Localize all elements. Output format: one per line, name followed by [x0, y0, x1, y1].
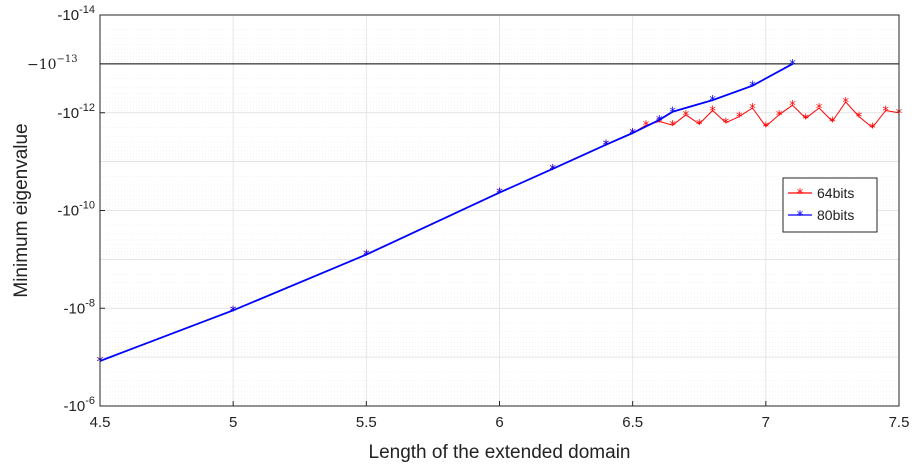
data-point-64bits: *	[882, 105, 889, 120]
data-point-64bits: *	[603, 139, 610, 154]
data-point-80bits: *	[550, 163, 557, 178]
x-tick-label: 6.5	[622, 414, 643, 431]
data-point-64bits: *	[629, 127, 636, 142]
data-point-80bits: *	[230, 304, 237, 319]
legend-label-64bits: 64bits	[817, 185, 854, 201]
data-point-64bits: *	[709, 105, 716, 120]
data-point-80bits: *	[709, 94, 716, 109]
legend-marker-80bits: *	[797, 209, 804, 224]
data-point-64bits: *	[683, 109, 690, 124]
series-group: ******** * ***** ************ *************	[97, 58, 903, 370]
data-point-80bits: *	[656, 114, 663, 129]
data-point-64bits: *	[736, 111, 743, 126]
data-point-80bits: *	[496, 187, 503, 202]
x-axis-label: Length of the extended domain	[369, 442, 631, 463]
data-point-64bits: *	[723, 117, 730, 132]
x-tick-label: 5	[229, 414, 237, 431]
x-tick-label: 7	[762, 414, 770, 431]
y-tick-label: -10-14	[57, 4, 95, 24]
data-point-64bits: *	[749, 102, 756, 117]
data-point-64bits: *	[363, 249, 370, 264]
data-point-64bits: *	[763, 120, 770, 135]
y-tick-label: -10-10	[57, 200, 95, 220]
data-point-80bits: *	[749, 80, 756, 95]
data-point-64bits: *	[669, 119, 676, 134]
series-line-80bits	[99, 63, 793, 362]
data-point-80bits: *	[603, 139, 610, 154]
data-point-80bits: *	[789, 58, 796, 73]
data-point-64bits: *	[869, 121, 876, 136]
data-point-80bits: *	[669, 106, 676, 121]
data-point-64bits: *	[829, 115, 836, 130]
legend-marker-64bits: *	[797, 187, 804, 202]
data-point-64bits: *	[856, 111, 863, 126]
reference-line-group: −10−13	[27, 54, 899, 73]
reference-line-label: −10−13	[27, 54, 78, 73]
data-point-64bits: *	[803, 112, 810, 127]
data-point-80bits: *	[629, 127, 636, 142]
x-tick-label: 5.5	[356, 414, 377, 431]
data-point-64bits: *	[842, 96, 849, 111]
y-axis-label: Minimum eigenvalue	[11, 123, 32, 297]
data-point-64bits: *	[230, 304, 237, 319]
legend: * 64bits * 80bits	[782, 177, 878, 233]
y-tick-label: -10-6	[64, 395, 95, 415]
data-point-64bits: *	[776, 109, 783, 124]
data-point-64bits: *	[550, 163, 557, 178]
legend-box	[782, 177, 878, 233]
data-point-64bits: *	[696, 118, 703, 133]
data-point-64bits: *	[496, 187, 503, 202]
data-point-80bits: *	[363, 249, 370, 264]
x-tick-label: 6	[495, 414, 503, 431]
y-tick-label: -10-8	[64, 297, 95, 317]
y-tick-label: -10-12	[57, 102, 95, 122]
axis-ticks: 4.5 5 5.5 6 6.5 7 7.5 -10-14 -10-12 -10-10 -10-8 -1…	[57, 4, 909, 431]
data-point-64bits: *	[789, 99, 796, 114]
x-tick-label: 7.5	[889, 414, 910, 431]
x-tick-label: 4.5	[90, 414, 111, 431]
legend-label-80bits: 80bits	[817, 207, 854, 223]
data-point-64bits: *	[656, 115, 663, 130]
data-point-64bits: *	[816, 102, 823, 117]
